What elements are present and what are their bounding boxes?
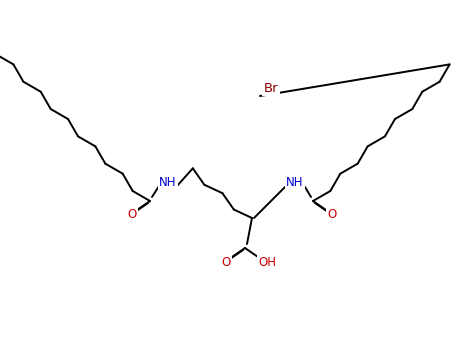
Text: OH: OH xyxy=(258,257,276,270)
Text: NH: NH xyxy=(159,176,177,189)
Text: O: O xyxy=(328,209,337,222)
Text: NH: NH xyxy=(286,176,304,189)
Text: O: O xyxy=(222,257,231,270)
Text: O: O xyxy=(127,209,136,222)
Text: Br: Br xyxy=(264,82,278,95)
